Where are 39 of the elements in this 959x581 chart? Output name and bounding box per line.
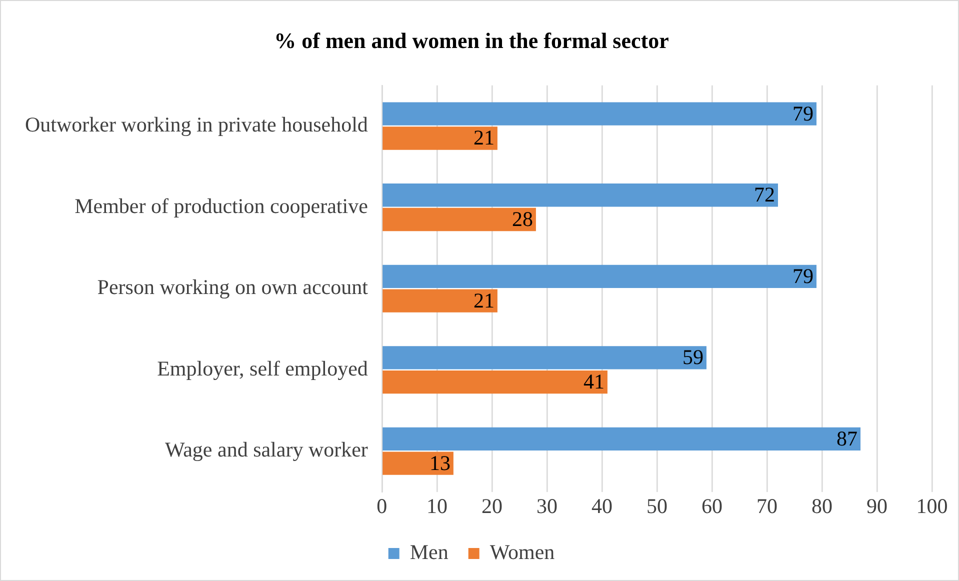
- data-label: 21: [473, 288, 494, 312]
- y-tick-label: Employer, self employed: [157, 356, 368, 380]
- data-label: 13: [429, 450, 450, 475]
- chart-title: % of men and women in the formal sector: [274, 28, 670, 53]
- x-tick-label: 20: [481, 494, 502, 518]
- data-label: 72: [754, 182, 775, 207]
- y-tick-label: Outworker working in private household: [24, 112, 368, 137]
- data-label: 79: [792, 264, 814, 288]
- bar: [382, 346, 706, 370]
- x-tick-label: 80: [811, 494, 832, 518]
- bar: [382, 184, 778, 207]
- data-label: 59: [682, 345, 704, 370]
- legend-label: Men: [410, 540, 449, 564]
- bar: [382, 208, 536, 232]
- data-label: 79: [792, 101, 814, 126]
- x-tick-label: 40: [591, 494, 612, 518]
- bar: [382, 264, 816, 288]
- x-tick-label: 50: [646, 494, 668, 518]
- y-tick-label: Wage and salary worker: [164, 438, 368, 462]
- x-tick-label: 70: [756, 494, 778, 518]
- bar: [382, 102, 816, 126]
- y-tick-label: Member of production cooperative: [74, 194, 368, 218]
- bar: [382, 126, 498, 150]
- data-label: 21: [473, 126, 494, 150]
- bar: [382, 370, 608, 394]
- bar: [382, 452, 454, 475]
- x-tick-label: 10: [426, 494, 448, 518]
- legend-label: Women: [490, 540, 556, 564]
- bar: [382, 427, 860, 451]
- bar: [382, 289, 498, 312]
- x-tick-label: 100: [916, 494, 948, 518]
- x-tick-label: 60: [701, 494, 722, 518]
- x-tick-label: 90: [866, 494, 888, 518]
- data-label: 87: [836, 426, 858, 450]
- x-tick-label: 0: [376, 494, 388, 518]
- data-label: 41: [583, 370, 604, 394]
- y-tick-label: Person working on own account: [97, 275, 368, 300]
- data-label: 28: [512, 207, 533, 232]
- x-tick-label: 30: [536, 494, 558, 518]
